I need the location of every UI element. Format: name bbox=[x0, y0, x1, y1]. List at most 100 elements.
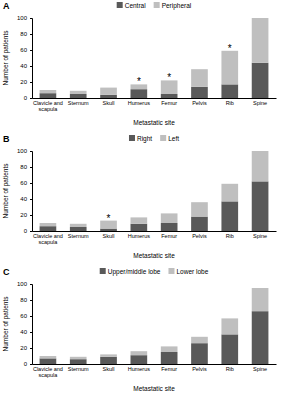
bar bbox=[70, 357, 87, 359]
bar bbox=[252, 311, 269, 364]
tick: Clavicle andscapula bbox=[33, 364, 63, 378]
bar bbox=[131, 351, 148, 355]
legend-label: Right bbox=[137, 135, 152, 143]
tick: 0 bbox=[24, 228, 32, 234]
bar bbox=[191, 343, 208, 364]
legend-label: Central bbox=[125, 2, 147, 9]
tick-label: Rib bbox=[226, 233, 234, 239]
tick: Spine bbox=[253, 231, 267, 239]
tick-label: 60 bbox=[20, 313, 27, 319]
annotation: * bbox=[228, 43, 232, 54]
tick-label: 40 bbox=[20, 63, 27, 69]
tick-label: Spine bbox=[253, 100, 267, 106]
legend-label: Left bbox=[168, 135, 179, 142]
axis-line bbox=[33, 231, 277, 232]
bar bbox=[100, 354, 117, 356]
tick: 20 bbox=[20, 79, 32, 85]
tick: Sternum bbox=[68, 231, 89, 239]
bar bbox=[161, 94, 178, 98]
bar bbox=[221, 201, 238, 231]
tick: Spine bbox=[253, 364, 267, 372]
annotation: * bbox=[167, 72, 171, 83]
tick-label: Pelvis bbox=[192, 233, 207, 239]
tick: Pelvis bbox=[192, 98, 207, 106]
tick: 0 bbox=[24, 361, 32, 367]
bar bbox=[161, 346, 178, 352]
tick-mark bbox=[30, 66, 32, 67]
bar bbox=[191, 337, 208, 343]
tick-label: 100 bbox=[17, 148, 28, 154]
bar bbox=[252, 151, 269, 181]
tick-label: Femur bbox=[161, 233, 177, 239]
tick: Femur bbox=[161, 98, 177, 106]
tick-label: 80 bbox=[20, 164, 27, 170]
tick: Rib bbox=[226, 364, 234, 372]
tick: Femur bbox=[161, 231, 177, 239]
tick: Femur bbox=[161, 364, 177, 372]
y-axis-title: Number of patients bbox=[2, 296, 10, 352]
tick-label: 80 bbox=[20, 297, 27, 303]
tick: Skull bbox=[103, 98, 115, 106]
bar bbox=[161, 352, 178, 364]
bar bbox=[252, 18, 269, 63]
legend: Upper/middle lobeLower lobe bbox=[100, 268, 209, 276]
bar bbox=[191, 69, 208, 87]
bar bbox=[252, 63, 269, 98]
tick-label: Clavicle andscapula bbox=[33, 366, 63, 378]
axis-line bbox=[30, 285, 33, 365]
bar bbox=[40, 226, 57, 231]
tick: 60 bbox=[20, 313, 32, 319]
panel-title: C bbox=[3, 267, 10, 277]
legend-label: Lower lobe bbox=[176, 268, 208, 275]
figure: ACentralPeripheral***020406080100Clavicl… bbox=[0, 0, 281, 400]
tick-mark bbox=[30, 300, 32, 301]
legend-item: Peripheral bbox=[154, 2, 192, 10]
annotation: * bbox=[137, 76, 141, 87]
tick-mark bbox=[30, 50, 32, 51]
tick: Spine bbox=[253, 98, 267, 106]
tick: Humerus bbox=[128, 364, 151, 372]
y-axis-title: Number of patients bbox=[2, 163, 10, 219]
legend-swatch bbox=[129, 135, 135, 141]
legend-item: Lower lobe bbox=[168, 268, 208, 275]
tick-label: 60 bbox=[20, 180, 27, 186]
legend-swatch bbox=[168, 268, 174, 274]
tick: 40 bbox=[20, 196, 32, 202]
bar bbox=[191, 202, 208, 216]
x-axis-title: Metastatic site bbox=[133, 252, 175, 259]
tick: Pelvis bbox=[192, 364, 207, 372]
bar bbox=[221, 184, 238, 202]
tick-label: 0 bbox=[24, 95, 28, 101]
tick-label: 20 bbox=[20, 212, 27, 218]
tick-mark bbox=[30, 34, 32, 35]
tick: 0 bbox=[24, 95, 32, 101]
bar bbox=[40, 90, 57, 93]
tick-label: Spine bbox=[253, 366, 267, 372]
tick-label: Humerus bbox=[128, 366, 151, 372]
tick-label: Clavicle andscapula bbox=[33, 233, 63, 245]
bar bbox=[70, 224, 87, 227]
panel-title: B bbox=[3, 134, 10, 144]
tick-label: Femur bbox=[161, 366, 177, 372]
tick: Humerus bbox=[128, 231, 151, 239]
x-axis: Clavicle andscapulaSternumSkullHumerusFe… bbox=[33, 364, 277, 378]
tick-label: 60 bbox=[20, 47, 27, 53]
x-axis: Clavicle andscapulaSternumSkullHumerusFe… bbox=[33, 98, 277, 112]
tick: 100 bbox=[17, 15, 32, 21]
tick-label: Skull bbox=[103, 233, 115, 239]
annotation: * bbox=[107, 213, 111, 224]
tick-mark bbox=[30, 284, 32, 285]
tick-label: Femur bbox=[161, 100, 177, 106]
bar bbox=[161, 213, 178, 223]
tick-mark bbox=[30, 332, 32, 333]
tick-mark bbox=[30, 316, 32, 317]
bar bbox=[221, 334, 238, 364]
x-axis-title: Metastatic site bbox=[133, 119, 175, 126]
tick-label: Spine bbox=[253, 233, 267, 239]
bar bbox=[252, 181, 269, 231]
bar bbox=[191, 217, 208, 231]
tick-mark bbox=[30, 151, 32, 152]
bar bbox=[131, 217, 148, 223]
tick: Sternum bbox=[68, 364, 89, 372]
legend-swatch bbox=[154, 2, 160, 8]
